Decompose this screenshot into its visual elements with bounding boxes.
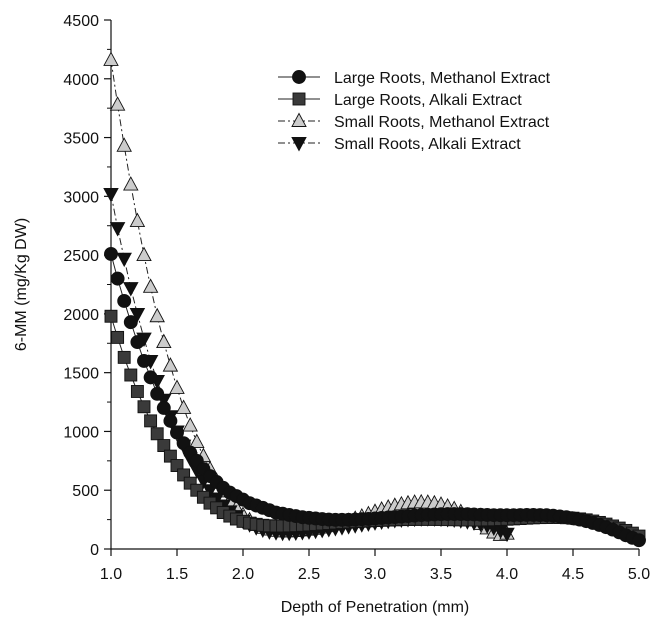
data-point: [149, 307, 165, 323]
data-point: [143, 370, 158, 385]
y-tick-label: 1000: [63, 424, 99, 441]
x-tick-label: 4.0: [496, 566, 518, 583]
legend-label: Large Roots, Alkali Extract: [334, 92, 522, 109]
data-point: [189, 433, 205, 448]
series-4: [103, 188, 515, 543]
data-point: [137, 400, 151, 414]
data-point: [137, 353, 151, 368]
data-point: [182, 417, 198, 432]
data-point: [123, 176, 139, 191]
y-tick-label: 2500: [63, 248, 99, 265]
legend-marker: [291, 137, 307, 152]
y-tick-label: 3000: [63, 189, 99, 206]
data-point: [117, 350, 131, 364]
x-tick-label: 2.5: [298, 566, 320, 583]
data-point: [109, 96, 126, 111]
data-point: [163, 413, 178, 428]
data-point: [104, 246, 118, 261]
data-point: [129, 212, 146, 227]
data-point: [130, 335, 145, 350]
data-point: [130, 385, 144, 398]
legend-item: Large Roots, Methanol Extract: [278, 70, 551, 87]
x-tick-label: 5.0: [628, 566, 650, 583]
x-tick-label: 4.5: [562, 566, 584, 583]
y-tick-label: 4500: [63, 13, 99, 30]
data-point: [156, 400, 171, 415]
legend-label: Small Roots, Methanol Extract: [334, 114, 550, 131]
data-point: [124, 368, 138, 382]
x-tick-label: 1.5: [166, 566, 188, 583]
x-tick-label: 2.0: [232, 566, 254, 583]
data-point: [176, 436, 191, 451]
data-point: [142, 278, 159, 293]
data-point: [109, 222, 126, 237]
data-point: [144, 414, 158, 428]
data-point: [104, 309, 118, 323]
x-axis-label: Depth of Penetration (mm): [281, 599, 470, 616]
legend: Large Roots, Methanol Extract Large Roots…: [278, 70, 551, 153]
axes-layer: 0 500 1000 1500 2000 2500 3000 3500 4000 4500 1.0 1…: [63, 13, 650, 583]
x-tick-label: 3.0: [364, 566, 386, 583]
x-tick-label: 3.5: [430, 566, 452, 583]
series-1: [104, 246, 646, 548]
data-point: [129, 307, 146, 323]
y-axis-label: 6-MM (mg/Kg DW): [13, 218, 30, 351]
series-line: [110, 253, 640, 541]
legend-marker: [291, 112, 307, 127]
legend-marker: [292, 92, 306, 106]
x-tick-label: 1.0: [100, 566, 122, 583]
data-point: [103, 51, 119, 66]
y-tick-label: 500: [72, 483, 99, 500]
data-point: [499, 527, 515, 543]
data-point: [110, 271, 125, 286]
data-point: [116, 137, 132, 152]
data-point: [175, 399, 192, 414]
data-point: [632, 533, 646, 548]
data-point: [170, 425, 184, 440]
y-tick-label: 1500: [63, 366, 99, 383]
data-point: [150, 427, 164, 441]
legend-label: Small Roots, Alkali Extract: [334, 136, 521, 153]
data-point: [117, 294, 132, 308]
legend-item: Small Roots, Alkali Extract: [278, 136, 521, 153]
y-tick-label: 4000: [63, 72, 99, 89]
legend-item: Large Roots, Alkali Extract: [278, 92, 522, 109]
data-point: [123, 315, 138, 330]
legend-marker: [292, 70, 306, 84]
series-layer: [103, 51, 646, 548]
legend-label: Large Roots, Methanol Extract: [334, 70, 551, 87]
data-point: [162, 357, 179, 372]
data-point: [103, 188, 119, 203]
legend-item: Small Roots, Methanol Extract: [278, 112, 550, 131]
data-point: [116, 252, 132, 268]
series-line: [110, 59, 508, 536]
data-point: [150, 386, 165, 401]
y-tick-label: 2000: [63, 307, 99, 324]
data-point: [136, 246, 152, 262]
data-point: [111, 330, 125, 344]
data-point: [157, 439, 171, 453]
y-tick-label: 0: [90, 542, 99, 559]
y-tick-label: 3500: [63, 131, 99, 148]
data-point: [156, 333, 172, 349]
data-point: [169, 379, 185, 394]
data-point: [123, 282, 139, 297]
